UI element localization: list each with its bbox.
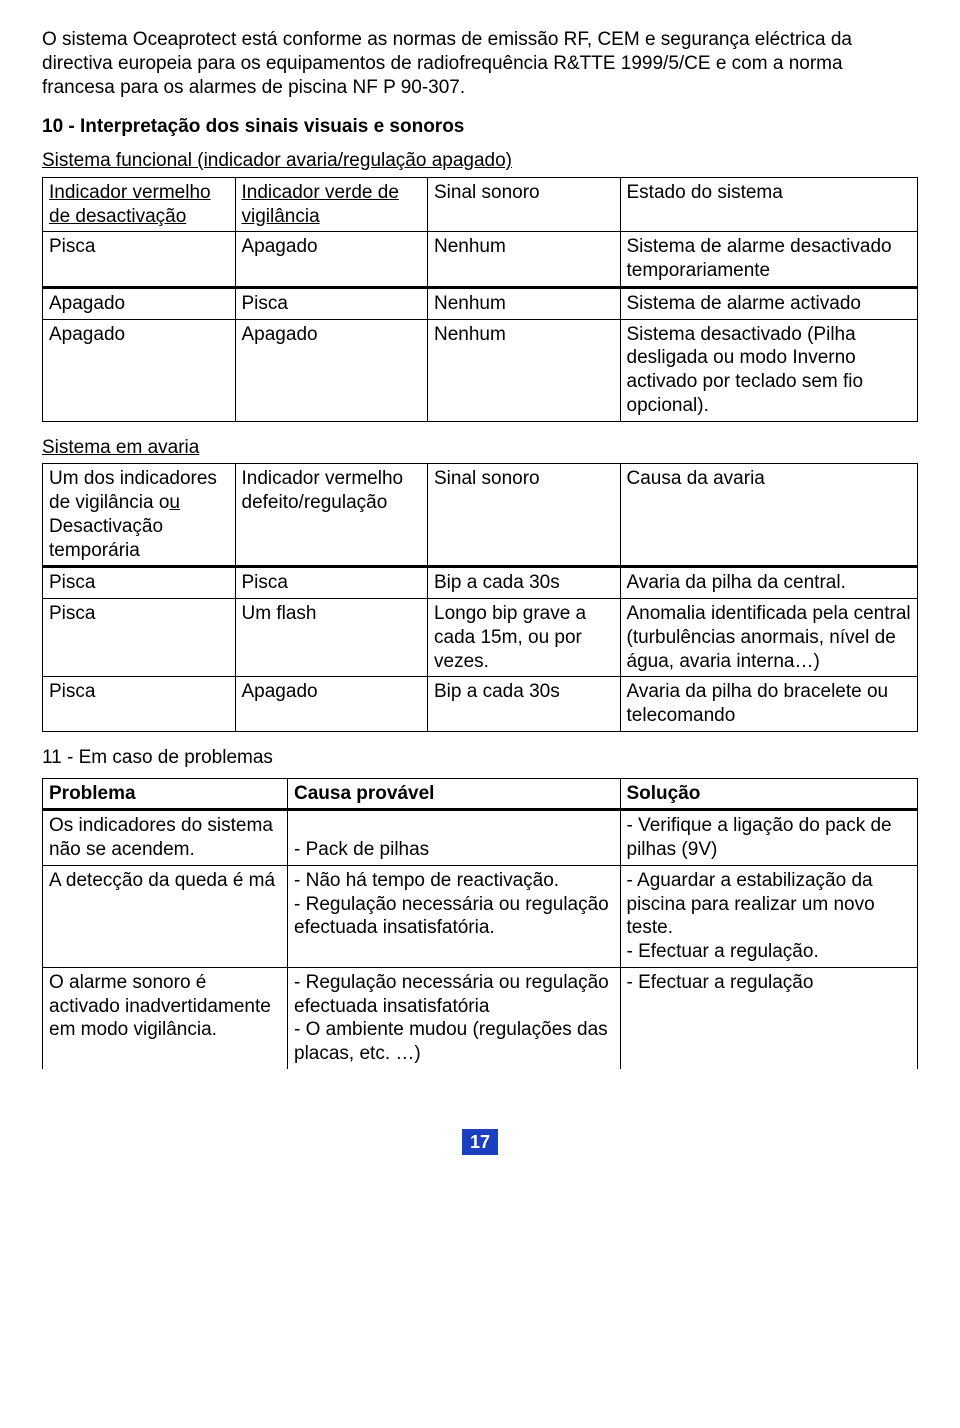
t1-header-col4: Estado do sistema [620,177,918,232]
t1-r3c4: Sistema desactivado (Pilha desligada ou … [620,319,918,421]
section-11-title: 11 - Em caso de problemas [42,746,918,770]
t1-header-col2: Indicador verde de vigilância [235,177,428,232]
intro-paragraph: O sistema Oceaprotect está conforme as n… [42,28,918,99]
t2-header-col4: Causa da avaria [620,464,918,567]
table2-subtitle: Sistema em avaria [42,436,918,460]
section-10-title: 10 - Interpretação dos sinais visuais e … [42,115,918,139]
t2-header-col3: Sinal sonoro [428,464,621,567]
t2-r3c1: Pisca [43,677,236,732]
t1-header-col1: Indicador vermelho de desactivação [43,177,236,232]
t2-r1c3: Bip a cada 30s [428,567,621,599]
t2-header-col2: Indicador vermelho defeito/regulação [235,464,428,567]
t1-r2c1: Apagado [43,287,236,319]
t1-r2c4: Sistema de alarme activado [620,287,918,319]
t3-r2c2: - Não há tempo de reactivação. - Regulaç… [288,865,621,967]
t1-r1c3: Nenhum [428,232,621,288]
t2-header-col1: Um dos indicadores de vigilância ou Desa… [43,464,236,567]
t1-r1c4: Sistema de alarme desactivado temporaria… [620,232,918,288]
t2-r2c3: Longo bip grave a cada 15m, ou por vezes… [428,599,621,677]
t3-r1c2: - Pack de pilhas [288,810,621,866]
t1-r3c2: Apagado [235,319,428,421]
table-problems: Problema Causa provável Solução Os indic… [42,778,918,1069]
t2-r2c2: Um flash [235,599,428,677]
t1-r3c3: Nenhum [428,319,621,421]
t3-r2c3: - Aguardar a estabilização da piscina pa… [620,865,918,967]
t1-r2c2: Pisca [235,287,428,319]
t2-r3c2: Apagado [235,677,428,732]
t2-r3c3: Bip a cada 30s [428,677,621,732]
page-number: 17 [462,1129,498,1156]
t1-header-col3: Sinal sonoro [428,177,621,232]
t3-r3c3: - Efectuar a regulação [620,967,918,1069]
t3-r3c1: O alarme sonoro é activado inadvertidame… [43,967,288,1069]
t3-header-col1: Problema [43,778,288,810]
t2-r1c1: Pisca [43,567,236,599]
t3-r3c2: - Regulação necessária ou regulação efec… [288,967,621,1069]
t2-r1c2: Pisca [235,567,428,599]
t2-r2c1: Pisca [43,599,236,677]
t3-r2c1: A detecção da queda é má [43,865,288,967]
page-number-container: 17 [42,1129,918,1156]
t1-r1c2: Apagado [235,232,428,288]
t2-r3c4: Avaria da pilha do bracelete ou telecoma… [620,677,918,732]
t2-r1c4: Avaria da pilha da central. [620,567,918,599]
t1-r3c1: Apagado [43,319,236,421]
t3-r1c1: Os indicadores do sistema não se acendem… [43,810,288,866]
t3-header-col2: Causa provável [288,778,621,810]
table-functional-system: Indicador vermelho de desactivação Indic… [42,177,918,422]
t3-header-col3: Solução [620,778,918,810]
t2-r2c4: Anomalia identificada pela central (turb… [620,599,918,677]
table-system-fault: Um dos indicadores de vigilância ou Desa… [42,463,918,732]
t3-r1c3: - Verifique a ligação do pack de pilhas … [620,810,918,866]
table1-subtitle: Sistema funcional (indicador avaria/regu… [42,149,918,173]
t1-r1c1: Pisca [43,232,236,288]
t1-r2c3: Nenhum [428,287,621,319]
